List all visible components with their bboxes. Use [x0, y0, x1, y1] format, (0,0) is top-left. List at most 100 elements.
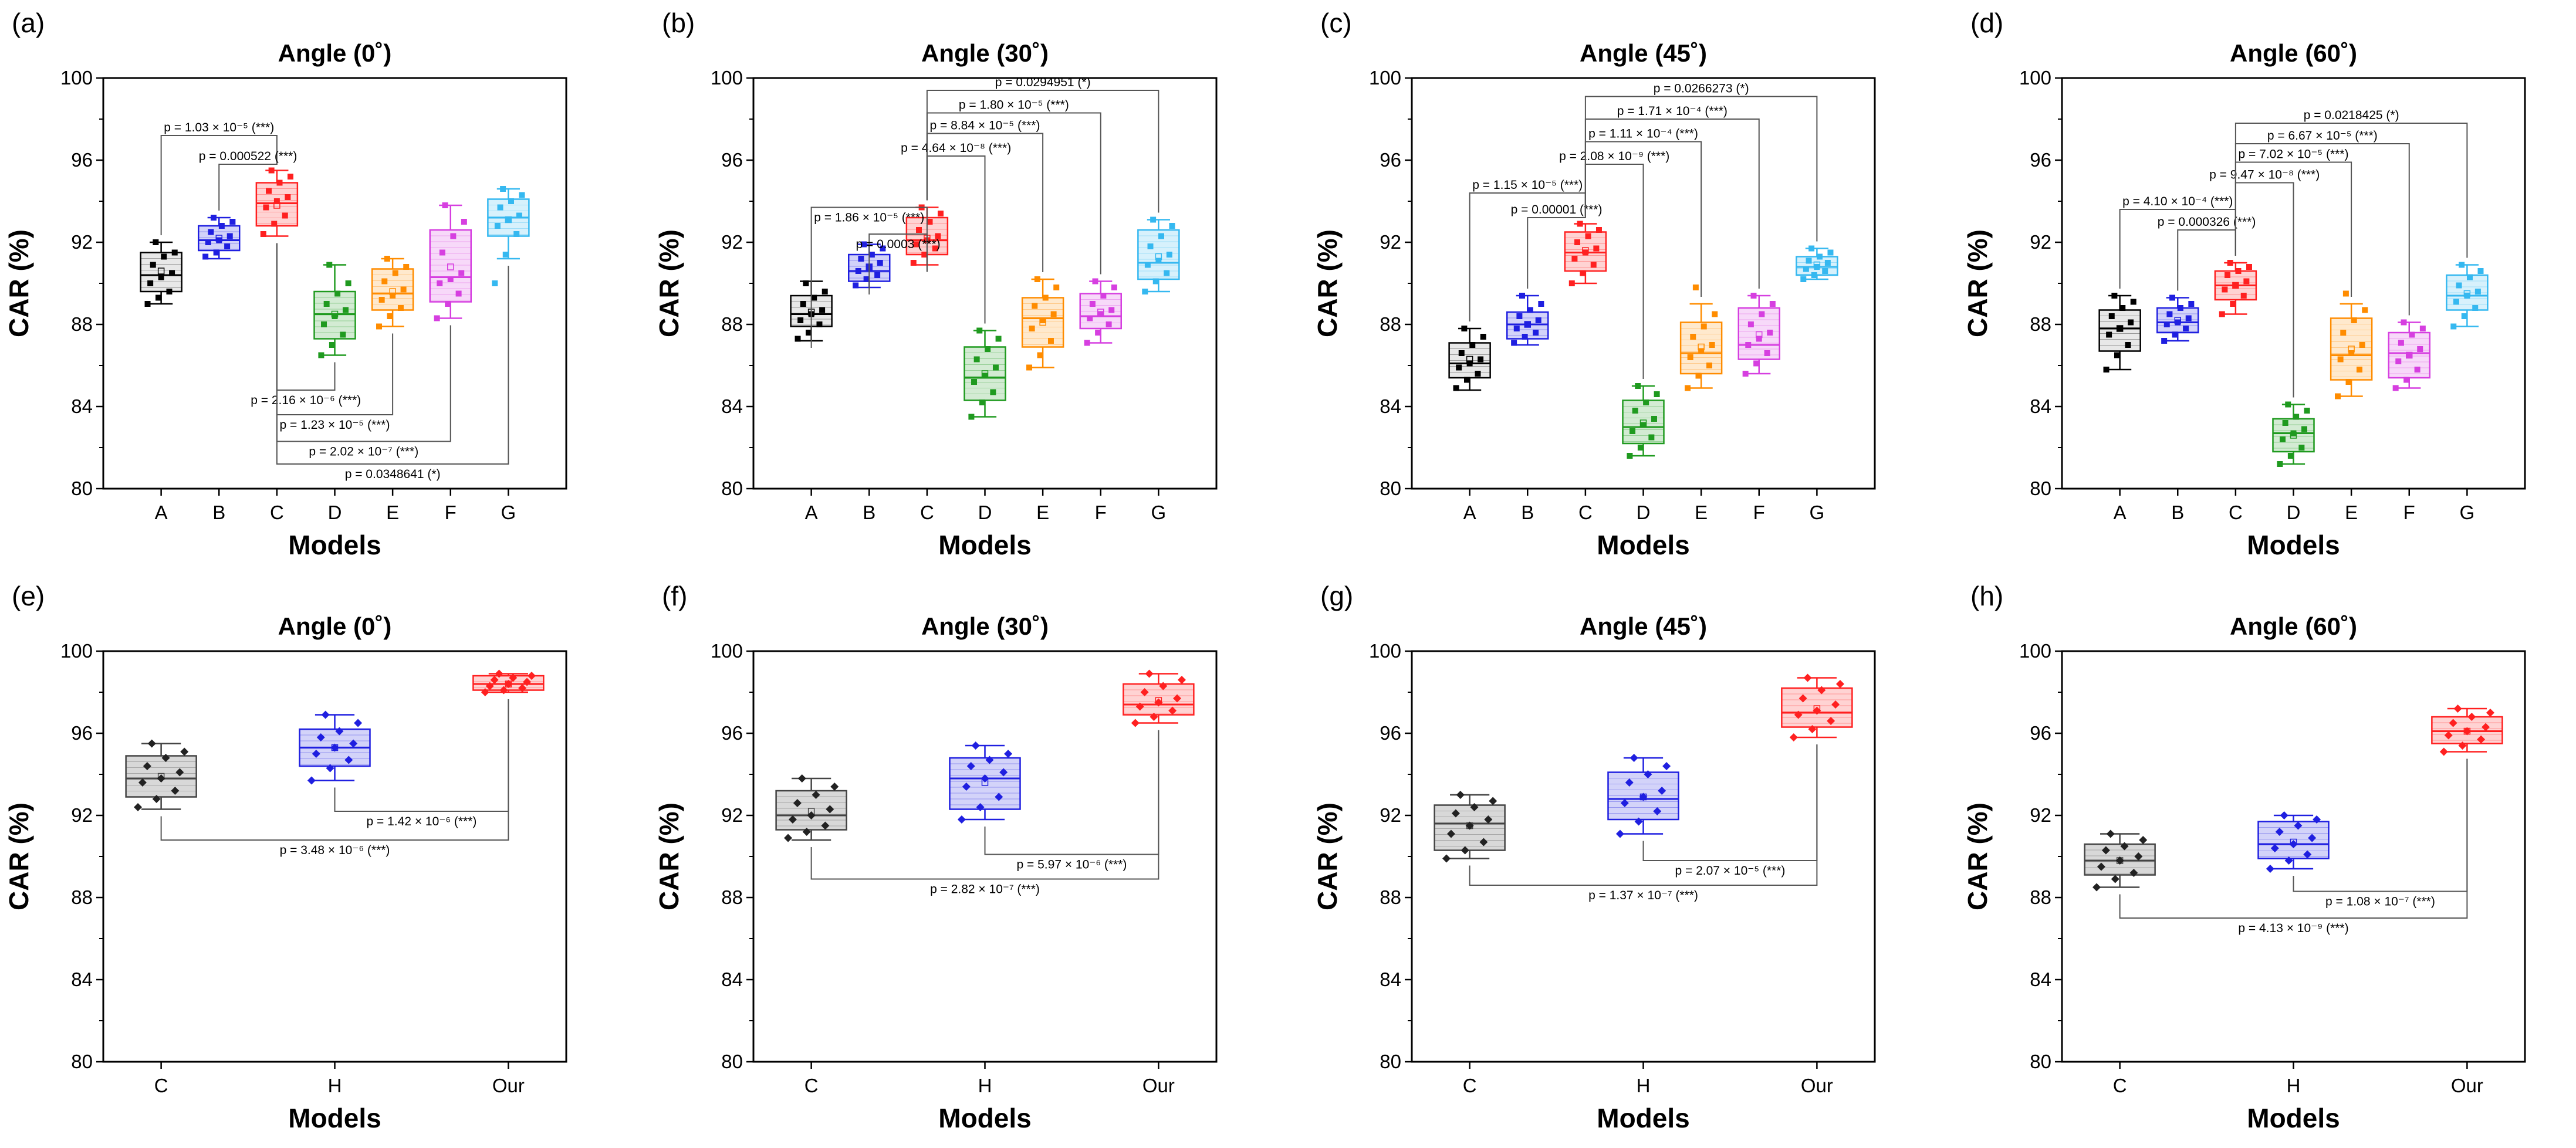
data-point	[2117, 326, 2123, 331]
y-tick-label: 84	[2030, 968, 2051, 990]
p-value-label: p = 1.86 × 10⁻⁵ (***)	[814, 211, 924, 225]
significance-bracket: p = 0.0218425 (*)	[2234, 109, 2468, 258]
data-point	[134, 803, 143, 811]
data-point	[1817, 686, 1826, 695]
data-point	[1695, 372, 1702, 379]
x-axis-title: Models	[938, 530, 1031, 560]
data-point	[1519, 293, 1526, 299]
data-point	[1522, 334, 1528, 340]
data-point	[1808, 245, 1815, 252]
data-point	[1478, 356, 1484, 363]
data-point	[516, 212, 522, 219]
data-point	[513, 231, 520, 237]
box-H	[299, 710, 371, 785]
data-point	[1535, 317, 1541, 323]
data-point	[455, 290, 462, 297]
data-point	[1620, 799, 1629, 807]
data-point	[2335, 393, 2341, 399]
data-point	[1152, 278, 1159, 285]
p-value-label: p = 0.00001 (***)	[1511, 203, 1603, 216]
data-point	[461, 219, 467, 225]
data-point	[2284, 856, 2293, 865]
y-tick-label: 84	[1380, 395, 1401, 417]
data-point	[2313, 815, 2321, 824]
data-point	[2359, 342, 2365, 348]
data-point	[508, 198, 514, 204]
data-point	[2456, 282, 2462, 289]
box-G	[487, 186, 530, 286]
data-point	[2414, 367, 2421, 372]
data-point	[2477, 735, 2486, 744]
x-tick-label: E	[2345, 502, 2358, 523]
data-point	[2398, 340, 2404, 346]
y-tick-label: 80	[2030, 1051, 2051, 1072]
data-point	[2130, 299, 2136, 305]
data-point	[1593, 245, 1600, 252]
data-point	[509, 673, 518, 682]
data-point	[224, 243, 231, 249]
data-point	[2298, 445, 2305, 451]
data-point	[2185, 315, 2192, 321]
data-point	[2282, 420, 2288, 426]
data-point	[271, 221, 278, 227]
box-G	[2446, 262, 2489, 330]
y-tick-label: 84	[721, 968, 743, 990]
data-point	[1806, 258, 1812, 264]
x-tick-label: H	[2287, 1075, 2301, 1096]
p-value-label: p = 1.37 × 10⁻⁷ (***)	[1588, 889, 1698, 902]
data-point	[2304, 408, 2310, 414]
y-axis-title: CAR (%)	[654, 802, 684, 910]
data-point	[1155, 258, 1162, 264]
data-point	[2356, 367, 2362, 372]
data-point	[788, 815, 797, 824]
p-value-label: p = 1.23 × 10⁻⁵ (***)	[280, 418, 390, 432]
data-point	[1803, 673, 1812, 682]
box-F	[1079, 278, 1122, 346]
data-point	[1158, 233, 1164, 239]
x-tick-label: Our	[1801, 1075, 1833, 1096]
data-point	[1106, 321, 1112, 327]
panel-a: (a) Angle (0˚) 80 84 88 92 96 100 CAR (%) Models A…	[4, 8, 567, 560]
data-point	[803, 280, 809, 286]
data-point	[1144, 262, 1151, 268]
significance-bracket: p = 1.03 × 10⁻⁵ (***)	[160, 121, 278, 235]
x-tick-label: C	[2229, 502, 2243, 523]
data-point	[1029, 326, 1035, 331]
chart-title: Angle (45˚)	[1580, 39, 1707, 67]
data-point	[384, 256, 390, 262]
data-point	[2108, 313, 2115, 319]
data-point	[312, 750, 320, 758]
bracket-line	[868, 233, 928, 294]
data-point	[2403, 377, 2410, 383]
data-point	[202, 253, 209, 260]
significance-bracket: p = 0.0003 (***)	[856, 233, 941, 294]
data-point	[822, 289, 828, 294]
data-point	[321, 321, 327, 327]
chart-title: Angle (60˚)	[2230, 612, 2357, 640]
data-point	[2461, 313, 2467, 319]
data-point	[276, 180, 283, 186]
data-point	[335, 727, 344, 736]
box-iqr	[429, 229, 472, 303]
box-H	[2257, 811, 2330, 873]
chart-title: Angle (30˚)	[921, 39, 1049, 67]
y-tick-label: 80	[71, 1051, 93, 1072]
x-tick-label: D	[1637, 502, 1651, 523]
data-point	[282, 212, 288, 219]
data-point	[2466, 274, 2473, 280]
panel-d: (d) Angle (60˚) 80 84 88 92 96 100 CAR (%) Models…	[1962, 8, 2526, 560]
data-point	[1451, 809, 1460, 818]
data-point	[227, 233, 233, 239]
data-point	[1630, 754, 1638, 762]
data-point	[2188, 301, 2195, 307]
data-point	[1794, 710, 1803, 719]
y-tick-label: 100	[1369, 67, 1401, 89]
data-point	[2463, 727, 2472, 736]
data-point	[144, 301, 151, 307]
data-point	[349, 739, 358, 748]
data-point	[1527, 307, 1533, 313]
data-point	[439, 249, 445, 256]
data-point	[853, 282, 859, 289]
data-point	[830, 783, 839, 791]
data-point	[1803, 266, 1809, 272]
